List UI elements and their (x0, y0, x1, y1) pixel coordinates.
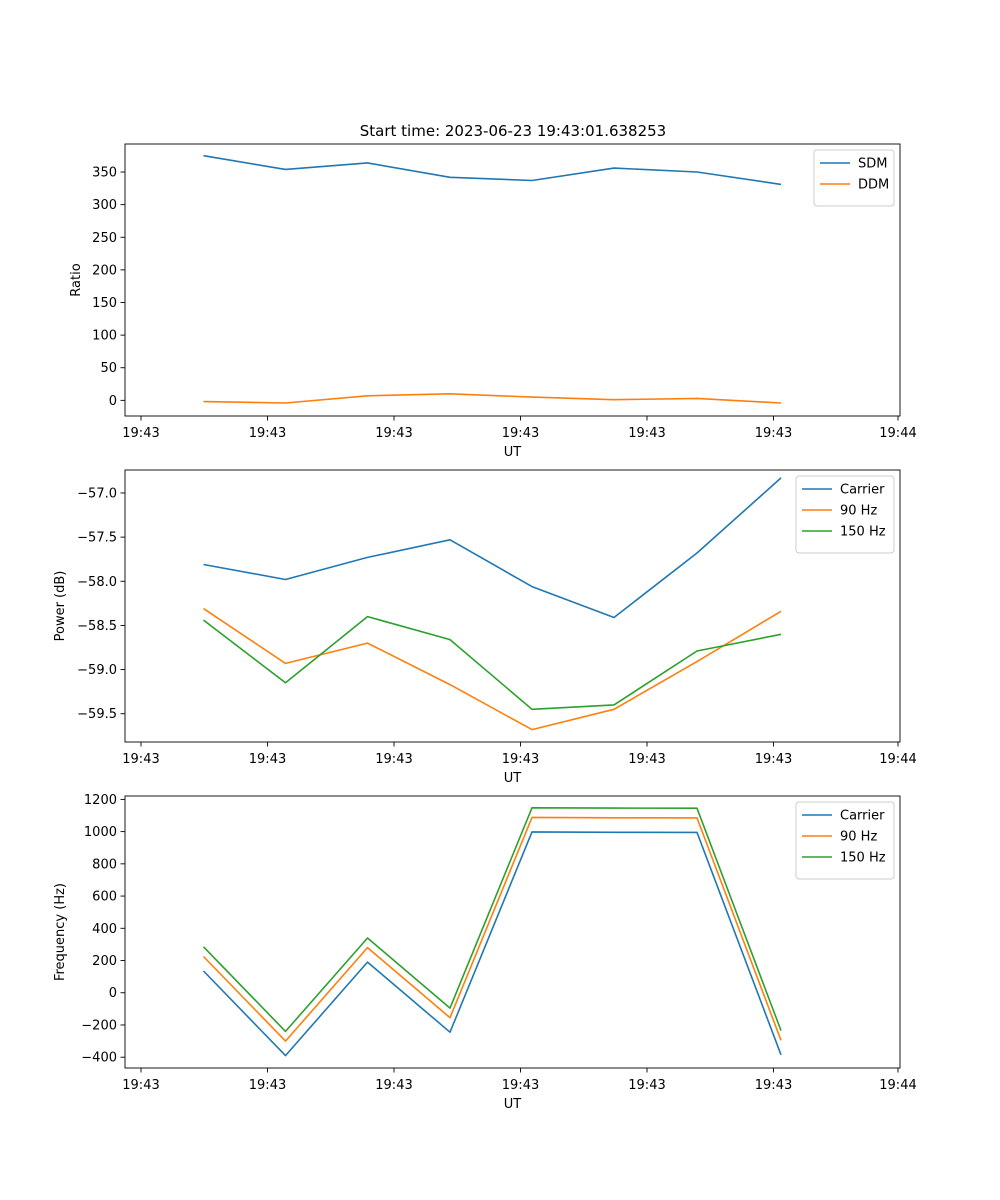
subplot-2: 19:43 19:43 19:43 19:43 19:43 19:43 19:44 UT −59… (53, 469, 917, 786)
y-axis-label: Frequency (Hz) (53, 883, 68, 981)
x-axis-label: UT (504, 771, 522, 786)
y-tick-label: −59.0 (77, 663, 117, 678)
x-tick-label: 19:43 (375, 426, 412, 441)
x-tick-label: 19:43 (628, 1078, 665, 1093)
y-tick-label: 50 (100, 361, 117, 376)
y-tick-label: 300 (92, 198, 117, 213)
y-axis-label: Ratio (69, 263, 84, 296)
x-tick-label: 19:43 (249, 752, 286, 767)
x-tick-label: 19:43 (122, 1078, 159, 1093)
legend-entry: 90 Hz (840, 830, 877, 845)
legend-entry: SDM (858, 157, 887, 172)
subplot-1: 19:43 19:43 19:43 19:43 19:43 19:43 19:44 UT 0 50… (69, 143, 917, 460)
y-tick-label: 200 (92, 263, 117, 278)
x-tick-label: 19:43 (755, 752, 792, 767)
legend: Carrier 90 Hz 150 Hz (795, 801, 895, 880)
y-tick-label: 400 (92, 922, 117, 937)
y-tick-label: 1000 (84, 825, 117, 840)
y-tick-label: −400 (81, 1051, 117, 1066)
y-tick-label: 150 (92, 296, 117, 311)
x-tick-label: 19:43 (375, 1078, 412, 1093)
legend-entry: 150 Hz (840, 525, 886, 540)
x-tick-label: 19:44 (879, 426, 916, 441)
legend-entry: DDM (858, 178, 889, 193)
series-line-ddm (203, 392, 782, 404)
legend-box (795, 801, 895, 880)
series-line-sdm (203, 154, 782, 186)
y-tick-label: 1200 (84, 793, 117, 808)
axes-frame (124, 143, 901, 417)
x-tick-label: 19:44 (879, 752, 916, 767)
legend-entry: Carrier (840, 483, 885, 498)
series-line-90-hz (203, 607, 782, 731)
chart-title: Start time: 2023-06-23 19:43:01.638253 (360, 122, 666, 140)
series-line-150-hz (203, 615, 782, 711)
plots-area: 19:43 19:43 19:43 19:43 19:43 19:43 19:44 UT 0 50… (53, 143, 917, 1112)
legend-box (795, 475, 895, 554)
legend-entry: 90 Hz (840, 504, 877, 519)
x-tick-label: 19:43 (502, 752, 539, 767)
x-axis-label: UT (504, 445, 522, 460)
y-tick-label: 600 (92, 890, 117, 905)
y-tick-label: −57.5 (77, 531, 117, 546)
x-tick-label: 19:43 (249, 426, 286, 441)
x-tick-label: 19:43 (502, 1078, 539, 1093)
y-tick-label: 100 (92, 329, 117, 344)
x-tick-label: 19:43 (375, 752, 412, 767)
y-axis-label: Power (dB) (53, 571, 68, 642)
axes-frame (124, 795, 901, 1069)
y-tick-label: −57.0 (77, 486, 117, 501)
subplot-3: 19:43 19:43 19:43 19:43 19:43 19:43 19:44 UT −40… (53, 793, 917, 1112)
x-tick-label: 19:43 (628, 426, 665, 441)
legend-entry: Carrier (840, 809, 885, 824)
y-tick-label: −58.5 (77, 619, 117, 634)
legend: Carrier 90 Hz 150 Hz (795, 475, 895, 554)
x-tick-label: 19:44 (879, 1078, 916, 1093)
y-tick-label: −200 (81, 1018, 117, 1033)
x-tick-label: 19:43 (249, 1078, 286, 1093)
legend-entry: 150 Hz (840, 851, 886, 866)
series-line-carrier (203, 477, 782, 619)
y-tick-label: 800 (92, 857, 117, 872)
series-line-carrier (202, 831, 782, 1057)
x-axis-label: UT (504, 1097, 522, 1112)
y-tick-label: 250 (92, 231, 117, 246)
x-tick-label: 19:43 (122, 752, 159, 767)
series-line-90-hz (202, 816, 782, 1042)
x-tick-label: 19:43 (628, 752, 665, 767)
y-tick-label: 0 (109, 394, 117, 409)
legend-box (813, 149, 895, 207)
series-line-150-hz (202, 806, 782, 1033)
y-tick-label: 0 (109, 986, 117, 1001)
x-tick-label: 19:43 (122, 426, 159, 441)
x-tick-label: 19:43 (755, 426, 792, 441)
y-tick-label: 350 (92, 166, 117, 181)
axes-frame (124, 469, 901, 743)
y-tick-label: −59.5 (77, 707, 117, 722)
x-tick-label: 19:43 (755, 1078, 792, 1093)
legend: SDM DDM (813, 149, 895, 207)
y-tick-label: −58.0 (77, 575, 117, 590)
y-tick-label: 200 (92, 954, 117, 969)
x-tick-label: 19:43 (502, 426, 539, 441)
